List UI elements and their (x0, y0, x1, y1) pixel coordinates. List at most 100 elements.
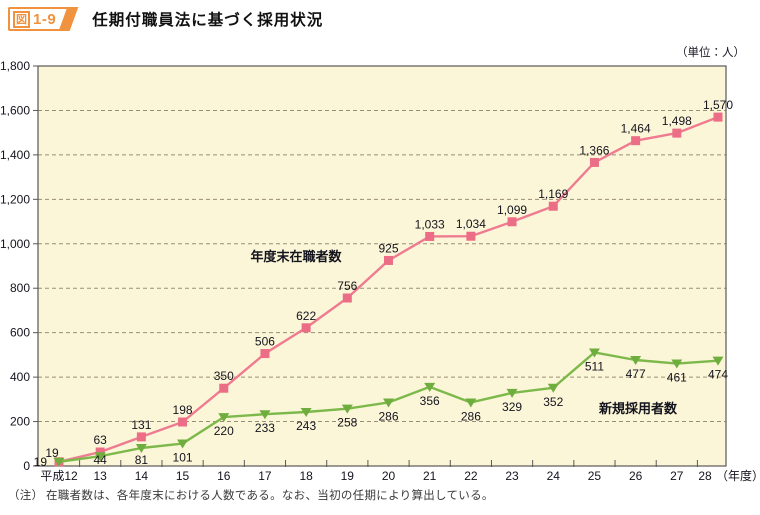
data-point-label: 243 (296, 419, 316, 433)
data-point-marker-triangle (53, 457, 65, 467)
x-axis-label: 21 (423, 469, 437, 483)
data-point-label: 1,464 (621, 122, 651, 136)
data-point-label: 19 (34, 455, 48, 469)
data-point-marker-square (631, 136, 641, 146)
y-axis-label: 800 (10, 281, 30, 295)
figure-number-badge: 図 1-9 (8, 7, 69, 31)
data-point-marker-square (136, 432, 146, 442)
data-point-marker-triangle (300, 408, 312, 417)
y-axis-label: 0 (23, 459, 30, 473)
x-axis-label: 20 (382, 469, 396, 483)
line-chart: 0 200 400 600 800 1,000 1,200 1,400 1,600 1,800 平成… (0, 59, 760, 483)
data-point-label: 19 (45, 446, 59, 460)
x-axis-label: 13 (94, 469, 108, 483)
data-point-marker-triangle (383, 398, 394, 408)
data-point-marker-square (713, 112, 723, 122)
x-axis-label: 25 (588, 469, 602, 483)
data-point-label: 1,498 (662, 114, 692, 128)
footnote-prefix: （注） (8, 490, 44, 502)
data-point-marker-triangle (94, 452, 106, 462)
data-point-label: 350 (214, 369, 234, 383)
y-axis-label: 1,000 (0, 237, 30, 251)
data-point-label: 756 (337, 279, 357, 293)
data-point-marker-square (178, 417, 188, 427)
x-axis-label: 14 (135, 469, 149, 483)
data-point-label: 1,169 (538, 187, 568, 201)
data-point-label: 131 (131, 418, 151, 432)
figure-header: 図 1-9 任期付職員法に基づく採用状況 (8, 7, 323, 31)
data-point-marker-triangle (671, 359, 683, 369)
series-name-label: 新規採用者数 (598, 401, 678, 416)
data-point-marker-square (301, 323, 311, 333)
data-point-marker-triangle (424, 382, 436, 392)
data-point-marker-square (466, 231, 476, 241)
chart-area: 0 200 400 600 800 1,000 1,200 1,400 1,600 1,800 平成… (0, 59, 760, 490)
y-axis-label: 400 (10, 370, 30, 384)
data-point-marker-square (548, 201, 558, 211)
x-axis-unit-label: （年度） (716, 469, 760, 483)
data-point-label: 925 (378, 241, 398, 255)
x-axis-label: 26 (629, 469, 643, 483)
x-axis-label: 15 (176, 469, 190, 483)
data-point-label: 1,099 (497, 203, 527, 217)
footnote: （注） 在職者数は、各年度末における人数である。なお、当初の任期により算出してい… (8, 487, 494, 503)
data-point-marker-triangle (177, 439, 189, 449)
data-point-marker-triangle (218, 413, 230, 423)
y-axis-label: 1,600 (0, 103, 30, 117)
data-point-marker-square (95, 447, 105, 457)
x-axis-label: 18 (299, 469, 313, 483)
data-point-marker-triangle (547, 383, 559, 393)
data-point-marker-square (672, 128, 682, 138)
data-point-marker-square (219, 383, 229, 393)
data-point-marker-triangle (588, 348, 600, 358)
x-axis-label: 17 (258, 469, 272, 483)
x-axis-label: 27 (670, 469, 684, 483)
x-axis-label: 22 (464, 469, 478, 483)
data-point-label: 352 (543, 395, 563, 409)
data-point-label: 461 (667, 371, 687, 385)
data-point-label: 220 (214, 424, 234, 438)
data-point-label: 474 (708, 368, 728, 382)
data-point-marker-square (589, 157, 599, 167)
x-axis-label: 28 (698, 469, 712, 483)
data-point-marker-square (425, 231, 435, 241)
x-axis-label: 平成12 (40, 469, 78, 483)
data-point-marker-square (507, 217, 517, 227)
plot-border (37, 65, 727, 467)
data-point-marker-square (260, 349, 270, 359)
series-name-label: 年度末在職者数 (250, 249, 342, 264)
x-axis-label: 16 (217, 469, 231, 483)
data-point-label: 101 (173, 451, 193, 465)
data-point-label: 63 (94, 433, 108, 447)
data-point-marker-square (384, 255, 393, 265)
y-axis-label: 1,400 (0, 148, 30, 162)
figure-kanji-label: 図 (13, 10, 30, 28)
unit-label: （単位：人） (676, 47, 745, 59)
footnote-text: 在職者数は、各年度末における人数である。なお、当初の任期により算出している。 (46, 490, 494, 502)
data-point-marker-triangle (259, 410, 271, 420)
data-point-label: 329 (502, 400, 522, 414)
x-axis-label: 23 (505, 469, 519, 483)
y-axis-label: 600 (10, 326, 30, 340)
data-point-label: 233 (255, 421, 275, 435)
data-point-label: 622 (296, 309, 316, 323)
data-point-label: 286 (378, 409, 398, 423)
data-point-marker-triangle (506, 388, 518, 398)
x-axis-label: 19 (341, 469, 355, 483)
y-axis-label: 200 (10, 415, 30, 429)
data-point-marker-triangle (712, 356, 724, 366)
x-axis-label: 24 (547, 469, 561, 483)
data-point-label: 1,034 (456, 217, 486, 231)
data-point-label: 1,570 (703, 98, 733, 112)
data-point-label: 511 (585, 359, 604, 373)
data-point-label: 198 (173, 403, 193, 417)
data-point-label: 286 (461, 409, 481, 423)
data-point-marker-triangle (630, 356, 642, 365)
data-point-marker-triangle (465, 398, 477, 408)
data-point-label: 81 (135, 453, 149, 467)
data-point-label: 44 (94, 453, 108, 467)
data-point-label: 1,033 (415, 217, 445, 231)
data-point-label: 1,366 (579, 143, 609, 157)
data-point-label: 356 (420, 394, 440, 408)
